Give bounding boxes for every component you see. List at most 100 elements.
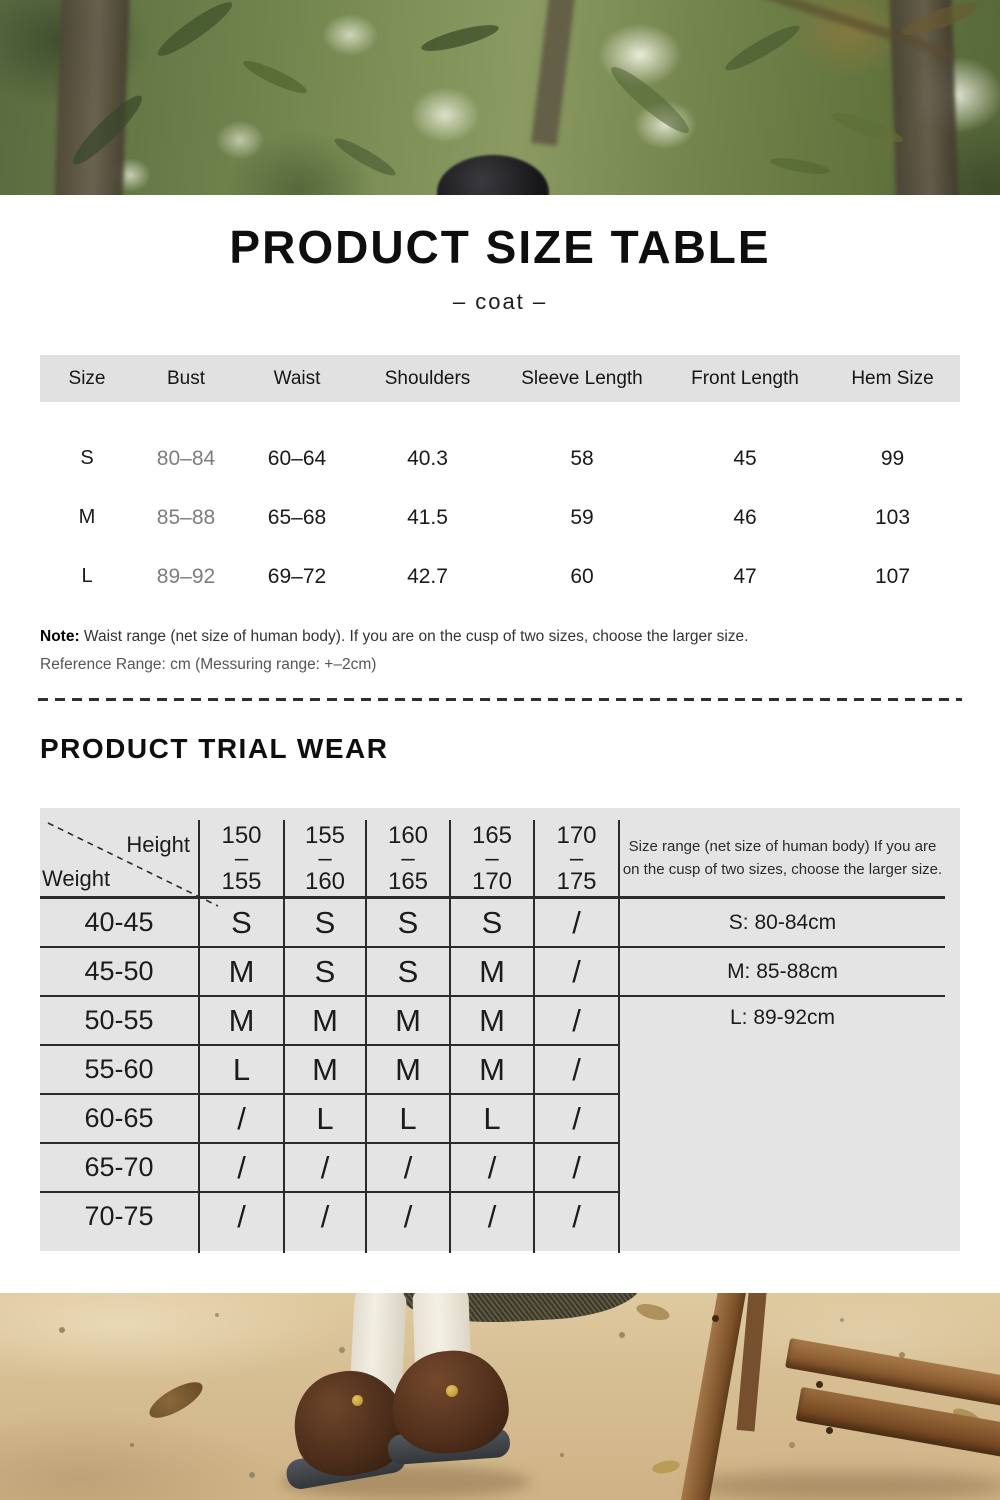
shoulders-value: 40.3 bbox=[407, 446, 448, 470]
trial-cell: S bbox=[283, 947, 366, 997]
waist-value: 65–68 bbox=[267, 505, 327, 529]
trial-row: 55-60 L M M M / bbox=[40, 1045, 945, 1095]
trial-cell: M bbox=[198, 947, 284, 997]
size-range-s: S: 80-84cm bbox=[618, 897, 945, 948]
corner-weight-label: Weight bbox=[42, 866, 111, 891]
weight-label: 50-55 bbox=[40, 996, 199, 1046]
height-weight-corner-cell: Height Weight bbox=[40, 820, 219, 907]
sleeve-length-value: 60 bbox=[570, 564, 594, 588]
weight-label: 40-45 bbox=[40, 897, 199, 948]
trial-cell: / bbox=[198, 1192, 284, 1240]
chair-leg-front bbox=[678, 1293, 748, 1500]
trial-cell: M bbox=[365, 996, 450, 1046]
col-header-size: Size bbox=[40, 355, 134, 402]
trial-wear-table: Height Weight 150 – 155 155 – 160 160 – … bbox=[40, 808, 960, 1253]
bottom-photo bbox=[0, 1293, 1000, 1500]
trial-cell: M bbox=[365, 1045, 450, 1095]
trial-cell: / bbox=[449, 1143, 534, 1193]
trial-cell: / bbox=[283, 1143, 366, 1193]
trial-cell: S bbox=[365, 947, 450, 997]
page-title: PRODUCT SIZE TABLE bbox=[229, 221, 771, 273]
trial-cell: M bbox=[449, 1045, 534, 1095]
trial-cell: S bbox=[198, 897, 284, 948]
weight-label: 55-60 bbox=[40, 1045, 199, 1095]
trial-cell: L bbox=[283, 1094, 366, 1144]
trial-row: 60-65 / L L L / bbox=[40, 1094, 945, 1144]
hem-size-value: 103 bbox=[874, 505, 911, 529]
height-column-header: 170 – 175 bbox=[533, 820, 619, 899]
trial-cell: / bbox=[533, 947, 619, 997]
col-header-bust: Bust bbox=[134, 355, 238, 402]
waist-value: 69–72 bbox=[267, 564, 327, 588]
front-length-value: 46 bbox=[733, 505, 757, 529]
size-table-header-row: Size Bust Waist Shoulders Sleeve Length … bbox=[40, 355, 960, 402]
bust-value: 89–92 bbox=[156, 564, 216, 588]
size-range-l: L: 89-92cm bbox=[618, 996, 945, 1253]
trial-grid-tail bbox=[40, 1240, 945, 1253]
size-range-m: M: 85-88cm bbox=[618, 947, 945, 997]
height-column-header: 165 – 170 bbox=[449, 820, 534, 899]
trial-cell: M bbox=[449, 996, 534, 1046]
trial-row: 70-75 / / / / / bbox=[40, 1192, 945, 1240]
diagonal-dashed-line bbox=[47, 822, 219, 907]
trial-cell: M bbox=[283, 1045, 366, 1095]
dry-leaf bbox=[651, 1458, 681, 1476]
trial-cell: M bbox=[283, 996, 366, 1046]
right-shoe-gold-buckle bbox=[446, 1385, 458, 1397]
dashed-divider bbox=[38, 698, 962, 701]
height-column-header: 150 – 155 bbox=[198, 820, 284, 899]
chair-screw bbox=[816, 1381, 823, 1388]
weight-label: 45-50 bbox=[40, 947, 199, 997]
chair-shadow bbox=[690, 1471, 1000, 1500]
trial-cell: L bbox=[365, 1094, 450, 1144]
trial-cell: / bbox=[533, 1094, 619, 1144]
trial-cell: / bbox=[533, 897, 619, 948]
trial-cell: L bbox=[198, 1045, 284, 1095]
hem-size-value: 107 bbox=[874, 564, 911, 588]
height-column-header: 160 – 165 bbox=[365, 820, 450, 899]
weight-label: 65-70 bbox=[40, 1143, 199, 1193]
trial-row: 40-45 S S S S / S: 80-84cm bbox=[40, 897, 945, 948]
top-photo bbox=[0, 0, 1000, 195]
col-header-front-length: Front Length bbox=[665, 355, 825, 402]
trial-cell: / bbox=[533, 1192, 619, 1240]
trial-cell: / bbox=[533, 1045, 619, 1095]
trial-cell: / bbox=[365, 1192, 450, 1240]
page-subtitle: – coat – bbox=[452, 289, 548, 314]
size-table-row-s: S 80–84 60–64 40.3 58 45 99 bbox=[40, 429, 960, 488]
trial-cell: / bbox=[198, 1143, 284, 1193]
trial-row: 65-70 / / / / / bbox=[40, 1143, 945, 1193]
reference-note: Reference Range: cm (Messuring range: +–… bbox=[40, 655, 377, 673]
note-text: Waist range (net size of human body). If… bbox=[83, 627, 749, 645]
trial-row: 50-55 M M M M / L: 89-92cm bbox=[40, 996, 945, 1253]
size-table: Size Bust Waist Shoulders Sleeve Length … bbox=[40, 355, 960, 606]
sleeve-length-value: 59 bbox=[570, 505, 594, 529]
trial-cell: / bbox=[365, 1143, 450, 1193]
weight-label: 60-65 bbox=[40, 1094, 199, 1144]
size-note: Note: Waist range (net size of human bod… bbox=[40, 628, 748, 646]
trial-side-note: Size range (net size of human body) If y… bbox=[618, 820, 945, 899]
size-value: M bbox=[78, 506, 96, 528]
col-header-hem-size: Hem Size bbox=[825, 355, 960, 402]
col-header-sleeve-length: Sleeve Length bbox=[499, 355, 665, 402]
sleeve-length-value: 58 bbox=[570, 446, 594, 470]
trial-cell: L bbox=[449, 1094, 534, 1144]
size-table-row-l: L 89–92 69–72 42.7 60 47 107 bbox=[40, 547, 960, 606]
dry-leaf bbox=[144, 1375, 208, 1425]
trial-cell: / bbox=[533, 996, 619, 1046]
foliage-leaf bbox=[419, 19, 501, 57]
shoulders-value: 42.7 bbox=[407, 564, 448, 588]
trial-cell: S bbox=[365, 897, 450, 948]
foliage-leaf bbox=[721, 19, 804, 77]
trial-cell: S bbox=[449, 897, 534, 948]
foliage-leaf bbox=[331, 133, 399, 181]
bust-value: 80–84 bbox=[156, 446, 216, 470]
model-head bbox=[437, 155, 549, 195]
trial-cell: S bbox=[283, 897, 366, 948]
size-value: L bbox=[81, 565, 93, 587]
foliage-leaf bbox=[605, 60, 695, 140]
trial-header-row: Height Weight 150 – 155 155 – 160 160 – … bbox=[40, 820, 945, 907]
trial-wear-title: PRODUCT TRIAL WEAR bbox=[40, 733, 389, 764]
bust-value: 85–88 bbox=[156, 505, 216, 529]
foliage-leaf bbox=[769, 154, 831, 178]
